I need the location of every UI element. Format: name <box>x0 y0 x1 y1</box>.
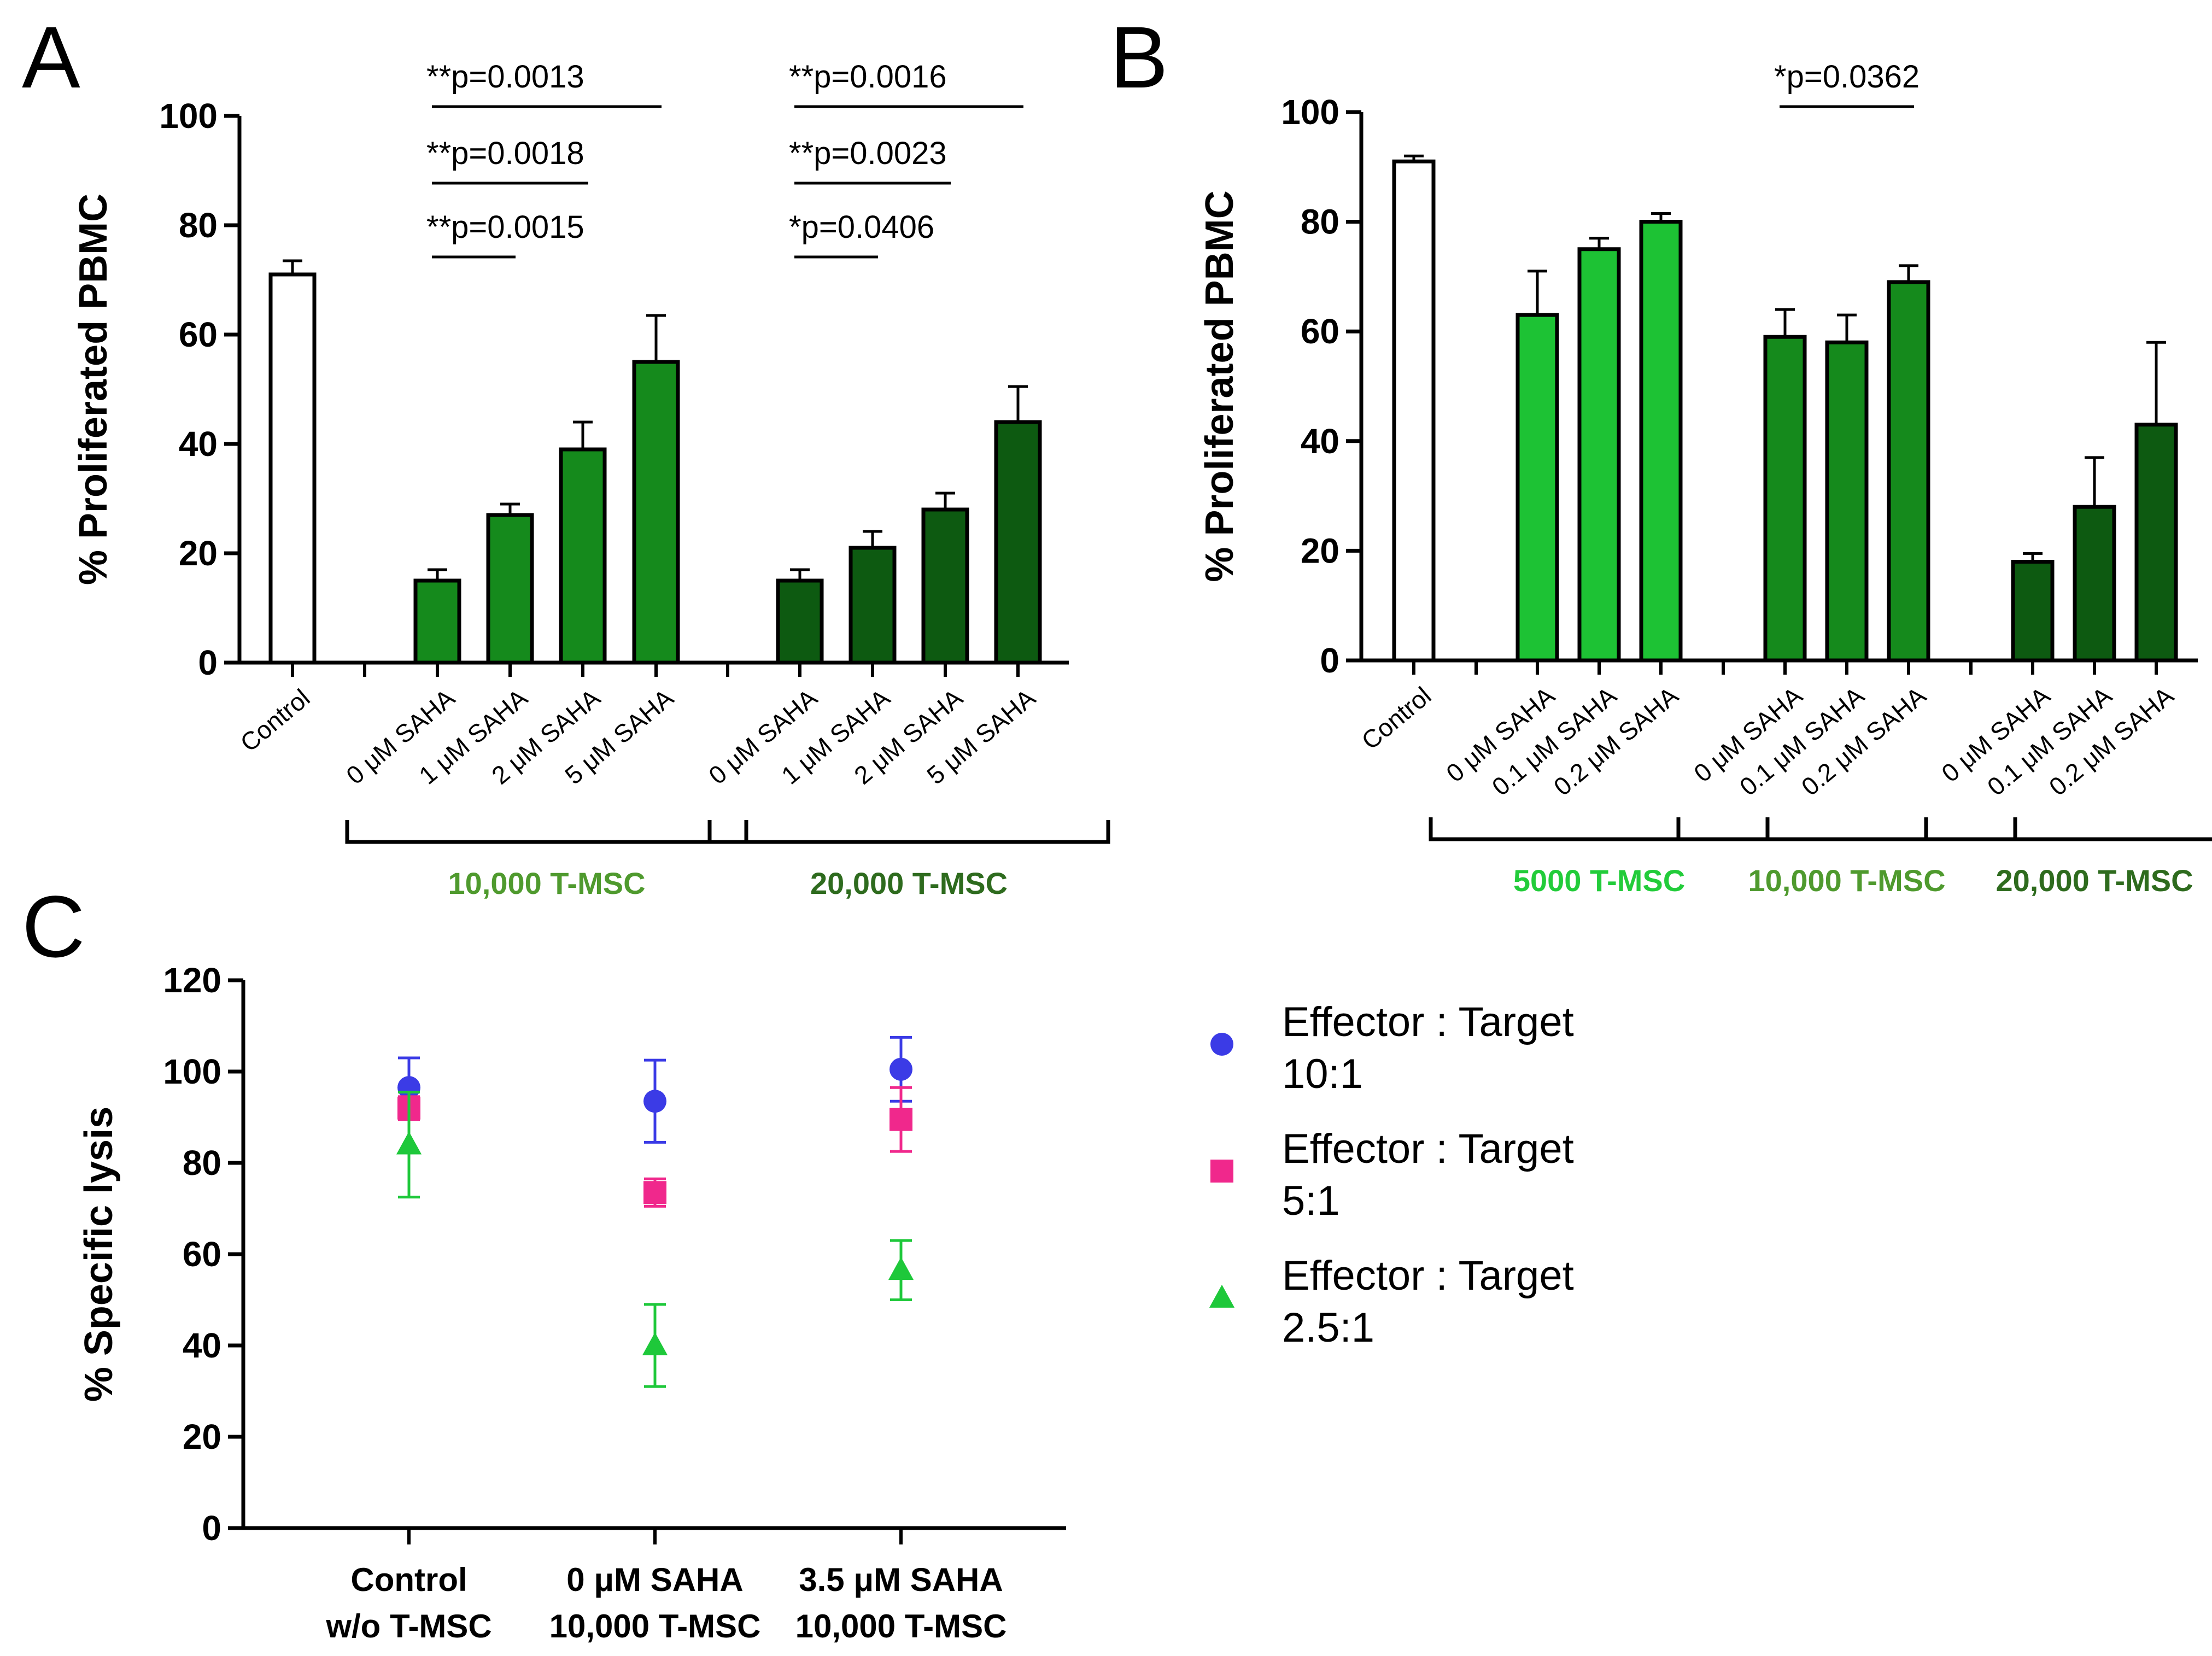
bar <box>848 546 897 665</box>
significance-label: **p=0.0018 <box>426 136 584 171</box>
significance-label: *p=0.0406 <box>789 209 934 245</box>
legend-label: 10:1 <box>1282 1051 1363 1097</box>
bar <box>1577 247 1621 663</box>
group-label: 10,000 T-MSC <box>448 866 645 900</box>
panel-c-scatter-chart: 0 20 40 60 80 100 120 % Specific lysis Control w/… <box>77 961 1574 1645</box>
significance-label: *p=0.0362 <box>1774 59 1920 95</box>
bar <box>1763 335 1807 663</box>
bar <box>921 507 969 665</box>
x-category-label: 0 μM SAHA <box>566 1561 743 1598</box>
x-category-label: Control <box>1356 681 1436 755</box>
data-point-square <box>890 1108 912 1131</box>
group-bracket <box>345 820 748 844</box>
y-tick-label: 100 <box>163 1052 221 1091</box>
data-point-circle <box>890 1057 912 1081</box>
bar <box>2134 423 2178 663</box>
y-axis-label: % Specific lysis <box>77 1107 121 1402</box>
bar <box>1639 220 1683 663</box>
bar <box>1392 159 1436 663</box>
data-point-circle <box>1210 1033 1233 1056</box>
y-tick-label: 40 <box>183 1326 221 1365</box>
y-tick-label: 100 <box>1281 92 1339 132</box>
bar <box>486 513 534 665</box>
y-tick-label: 80 <box>183 1143 221 1183</box>
group-label: 20,000 T-MSC <box>1996 863 2193 898</box>
panel-letter-c: C <box>22 877 85 975</box>
group-label: 20,000 T-MSC <box>810 866 1008 900</box>
significance-label: **p=0.0016 <box>789 59 947 95</box>
data-point-triangle <box>396 1131 422 1155</box>
y-axis-label: % Proliferated PBMC <box>1198 190 1242 582</box>
legend-label: Effector : Target <box>1282 999 1574 1045</box>
data-point-triangle <box>888 1257 914 1280</box>
bar <box>776 578 824 665</box>
panel-letter-b: B <box>1110 8 1168 106</box>
y-tick-label: 60 <box>1301 312 1339 351</box>
data-point-square <box>643 1181 666 1204</box>
y-tick-label: 0 <box>202 1508 221 1548</box>
group-label: 5000 T-MSC <box>1513 863 1685 898</box>
bar <box>2073 505 2116 663</box>
y-tick-label: 20 <box>1301 531 1339 570</box>
data-point-triangle <box>1209 1284 1235 1308</box>
group-bracket <box>1676 817 2017 841</box>
bar <box>632 360 680 665</box>
group-bracket <box>1429 817 1770 841</box>
x-category-label: w/o T-MSC <box>325 1608 491 1645</box>
y-tick-label: 0 <box>198 643 218 682</box>
bar <box>268 272 317 665</box>
significance-label: **p=0.0015 <box>426 209 584 245</box>
bar <box>994 420 1042 665</box>
group-bracket <box>1924 817 2212 841</box>
y-tick-label: 20 <box>179 534 218 573</box>
legend-label: Effector : Target <box>1282 1253 1574 1299</box>
bar <box>1825 340 1869 663</box>
bar <box>1887 280 1930 663</box>
y-tick-label: 60 <box>179 315 218 354</box>
legend-label: 2.5:1 <box>1282 1304 1374 1351</box>
group-label: 10,000 T-MSC <box>1748 863 1945 898</box>
x-category-label: Control <box>350 1561 467 1598</box>
bar <box>1515 313 1559 663</box>
y-tick-label: 0 <box>1320 641 1339 680</box>
y-tick-label: 40 <box>1301 422 1339 461</box>
y-tick-label: 100 <box>159 96 218 136</box>
data-point-triangle <box>642 1332 668 1355</box>
y-axis-label: % Proliferated PBMC <box>72 194 115 585</box>
group-bracket <box>707 820 1110 844</box>
legend-label: Effector : Target <box>1282 1126 1574 1172</box>
y-tick-label: 80 <box>179 206 218 245</box>
y-tick-label: 80 <box>1301 202 1339 242</box>
y-tick-label: 120 <box>163 961 221 1000</box>
y-tick-label: 60 <box>183 1234 221 1274</box>
x-category-label: 3.5 μM SAHA <box>799 1561 1003 1598</box>
data-point-circle <box>643 1090 666 1113</box>
bar <box>559 447 607 665</box>
significance-label: **p=0.0023 <box>789 136 947 171</box>
y-tick-label: 20 <box>183 1417 221 1456</box>
x-category-label: 10,000 T-MSC <box>795 1608 1007 1645</box>
y-tick-label: 40 <box>179 424 218 464</box>
bar <box>413 578 461 665</box>
data-point-square <box>1210 1160 1233 1183</box>
x-category-label: 10,000 T-MSC <box>549 1608 761 1645</box>
x-category-label: Control <box>235 683 315 757</box>
significance-label: **p=0.0013 <box>426 59 584 95</box>
legend-label: 5:1 <box>1282 1178 1340 1224</box>
panel-letter-a: A <box>22 8 80 106</box>
bar <box>2011 559 2055 663</box>
